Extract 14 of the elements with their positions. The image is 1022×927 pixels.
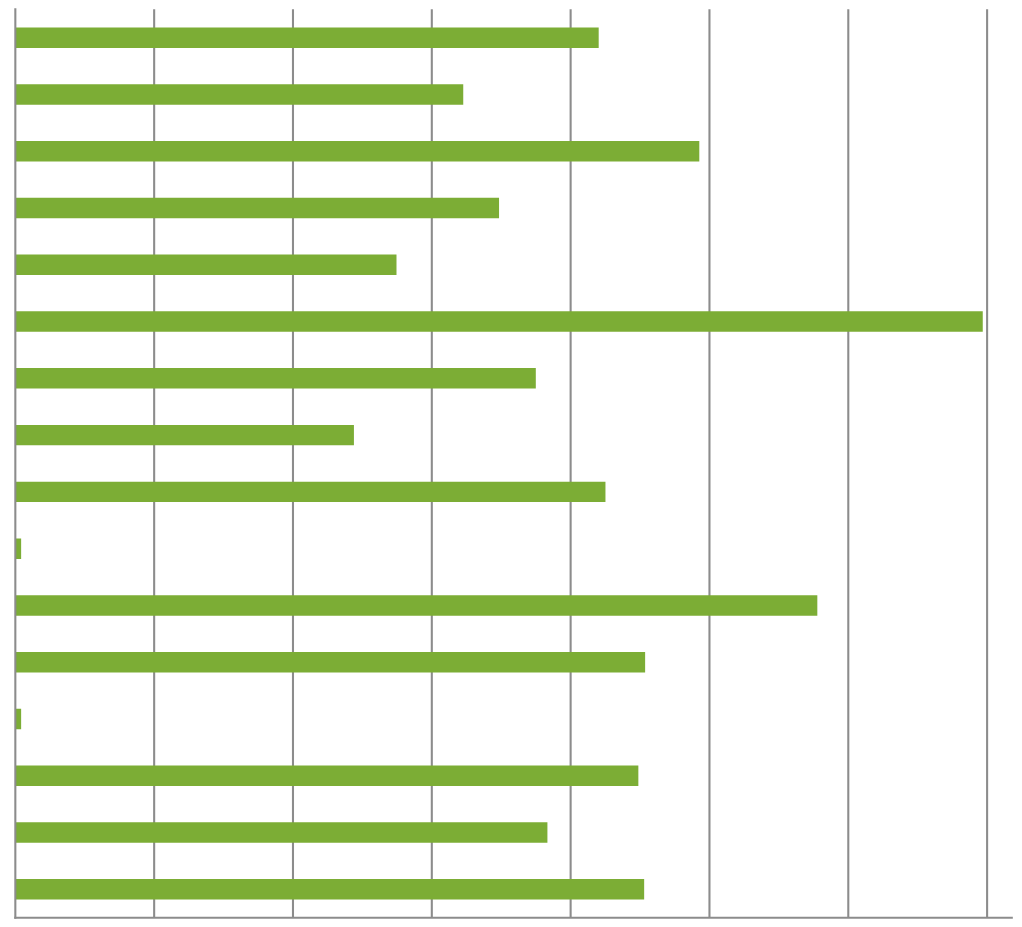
bar [15, 254, 397, 275]
bar [15, 27, 599, 48]
bar [15, 368, 536, 389]
bar [15, 822, 548, 843]
bar [15, 311, 983, 332]
bar [15, 424, 354, 446]
bar [15, 84, 464, 105]
bar [15, 652, 646, 673]
bar [15, 197, 500, 219]
bar [15, 141, 700, 162]
bar [15, 765, 639, 786]
bar [15, 879, 645, 900]
bar [15, 595, 818, 616]
bar [15, 481, 606, 503]
